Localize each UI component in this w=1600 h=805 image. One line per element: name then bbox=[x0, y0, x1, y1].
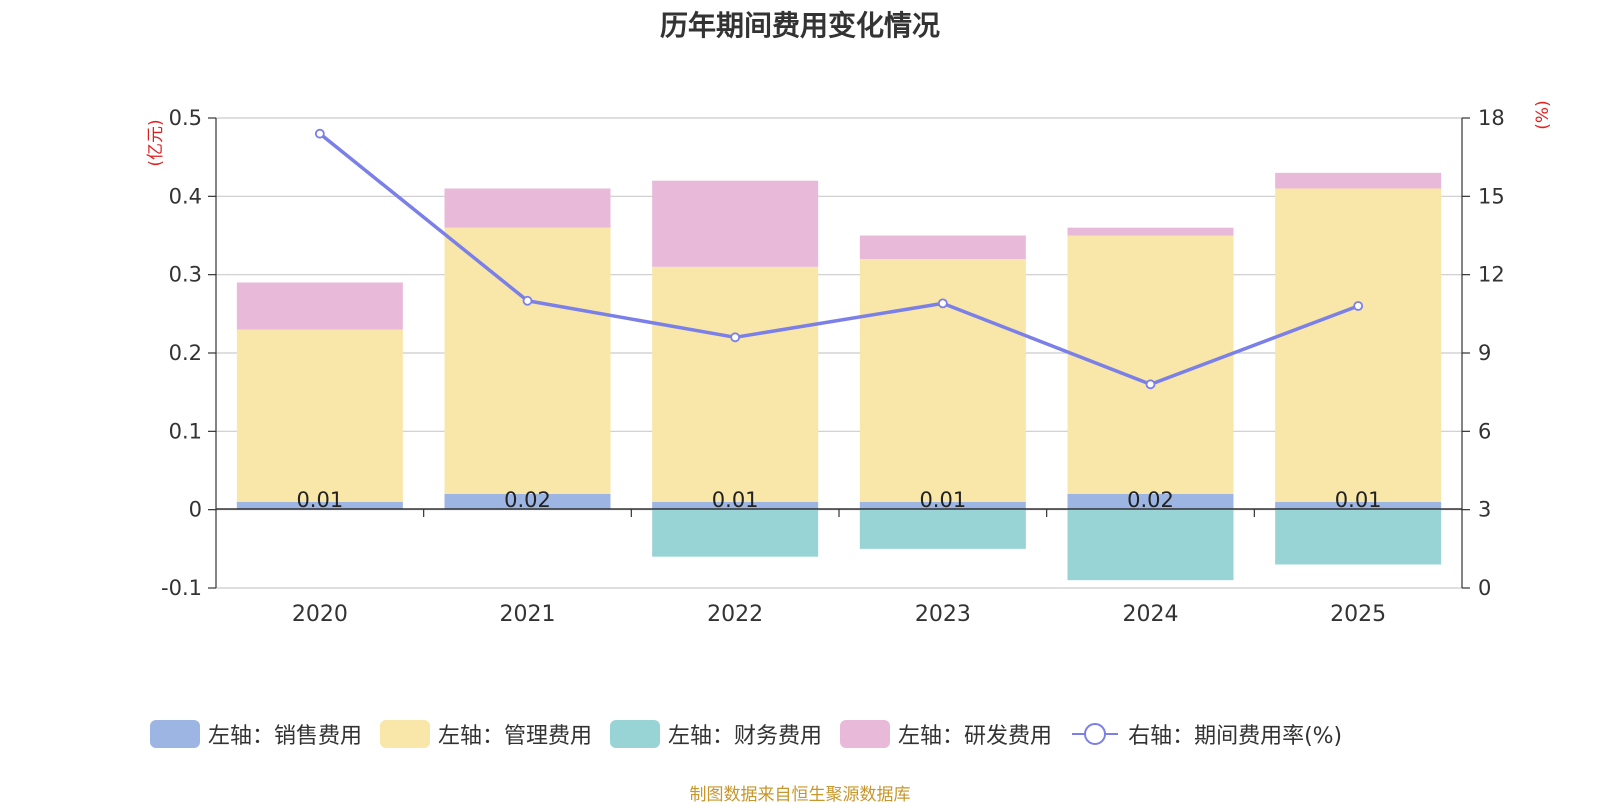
left-axis-unit: (亿元) bbox=[146, 119, 166, 166]
bar-segment bbox=[444, 188, 611, 228]
right-tick-label: 12 bbox=[1478, 263, 1505, 287]
bar-segment bbox=[1275, 501, 1442, 510]
grid-lines bbox=[216, 117, 1462, 589]
bar-segment bbox=[444, 494, 611, 510]
right-tick-label: 18 bbox=[1478, 106, 1505, 130]
bar-segment bbox=[859, 509, 1026, 549]
right-axis-unit: (%) bbox=[1533, 100, 1553, 129]
right-tick-label: 3 bbox=[1478, 498, 1491, 522]
right-tick-label: 9 bbox=[1478, 341, 1491, 365]
bars bbox=[236, 172, 1442, 581]
bar-segment bbox=[1067, 227, 1234, 236]
legend-item-rate[interactable]: 右轴：期间费用率(%) bbox=[1070, 718, 1342, 750]
data-label-sales: 0.02 bbox=[504, 488, 551, 512]
bar-segment bbox=[236, 282, 403, 330]
rate-point bbox=[314, 128, 325, 139]
bar-segment bbox=[859, 501, 1026, 510]
left-tick-label: 0.1 bbox=[169, 419, 202, 443]
bar-segment bbox=[236, 501, 403, 510]
left-tick-label: 0 bbox=[189, 498, 202, 522]
legend-item-sales[interactable]: 左轴：销售费用 bbox=[150, 718, 362, 750]
legend-item-finance[interactable]: 左轴：财务费用 bbox=[610, 718, 822, 750]
bar-segment bbox=[859, 259, 1026, 502]
legend-item-rnd[interactable]: 左轴：研发费用 bbox=[840, 718, 1052, 750]
x-tick-label: 2020 bbox=[292, 602, 348, 627]
legend-label-rnd: 左轴：研发费用 bbox=[898, 724, 1053, 749]
rate-point bbox=[1145, 379, 1156, 390]
left-tick-label: 0.5 bbox=[169, 106, 202, 130]
rate-point bbox=[522, 295, 533, 306]
bar-segment bbox=[652, 266, 819, 502]
x-tick-label: 2023 bbox=[915, 602, 971, 627]
legend-label-rate: 右轴：期间费用率(%) bbox=[1128, 724, 1343, 749]
rate-line bbox=[318, 132, 1359, 387]
legend-swatch-finance bbox=[610, 720, 661, 748]
axes: -0.1 0 0.1 0.2 0.3 0.4 0.5 0 3 6 9 12 15 18 2020 2021 20… bbox=[146, 100, 1553, 627]
chart-title: 历年期间费用变化情况 bbox=[659, 9, 940, 42]
right-tick-label: 0 bbox=[1478, 576, 1491, 600]
legend-swatch-rnd bbox=[840, 720, 891, 748]
bar-segment bbox=[1067, 494, 1234, 510]
bar-segment bbox=[652, 509, 819, 557]
left-tick-label: 0.4 bbox=[169, 184, 202, 208]
data-label-sales: 0.01 bbox=[919, 488, 966, 512]
rate-point bbox=[937, 298, 948, 309]
data-label-sales: 0.01 bbox=[296, 488, 343, 512]
right-tick-label: 6 bbox=[1478, 419, 1491, 443]
bar-segment bbox=[1067, 509, 1234, 581]
bar-segment bbox=[444, 227, 611, 494]
bar-segment bbox=[1275, 509, 1442, 565]
legend-line-marker-icon bbox=[1072, 723, 1119, 745]
bar-segment bbox=[1275, 172, 1442, 189]
bar-segment bbox=[1275, 188, 1442, 502]
left-tick-label: 0.2 bbox=[169, 341, 202, 365]
legend-label-finance: 左轴：财务费用 bbox=[668, 724, 823, 749]
legend-swatch-admin bbox=[380, 720, 431, 748]
data-labels: 0.01 0.02 0.01 0.01 0.02 0.01 bbox=[296, 488, 1381, 512]
legend-label-sales: 左轴：销售费用 bbox=[208, 724, 363, 749]
legend-swatch-sales bbox=[150, 720, 200, 748]
rate-line-series bbox=[314, 128, 1364, 390]
rate-point bbox=[1353, 301, 1364, 311]
data-label-sales: 0.02 bbox=[1127, 488, 1174, 512]
source-note: 制图数据来自恒生聚源数据库 bbox=[689, 785, 911, 805]
bar-segment bbox=[1067, 235, 1234, 494]
x-tick-label: 2025 bbox=[1330, 602, 1386, 627]
legend: 左轴：销售费用 左轴：管理费用 左轴：财务费用 左轴：研发费用 右轴：期间费用率… bbox=[150, 718, 1342, 750]
bar-segment bbox=[236, 329, 403, 502]
bar-segment bbox=[652, 501, 819, 510]
left-tick-label: 0.3 bbox=[169, 263, 202, 287]
data-label-sales: 0.01 bbox=[712, 488, 759, 512]
legend-label-admin: 左轴：管理费用 bbox=[438, 724, 593, 749]
x-tick-label: 2024 bbox=[1123, 602, 1179, 627]
bar-segment bbox=[859, 235, 1026, 259]
x-tick-label: 2022 bbox=[707, 602, 763, 627]
x-tick-label: 2021 bbox=[500, 602, 556, 627]
right-tick-label: 15 bbox=[1478, 184, 1505, 208]
bar-segment bbox=[652, 180, 819, 267]
data-label-sales: 0.01 bbox=[1335, 488, 1382, 512]
legend-item-admin[interactable]: 左轴：管理费用 bbox=[380, 718, 592, 750]
left-tick-label: -0.1 bbox=[161, 576, 202, 600]
rate-point bbox=[730, 332, 741, 343]
